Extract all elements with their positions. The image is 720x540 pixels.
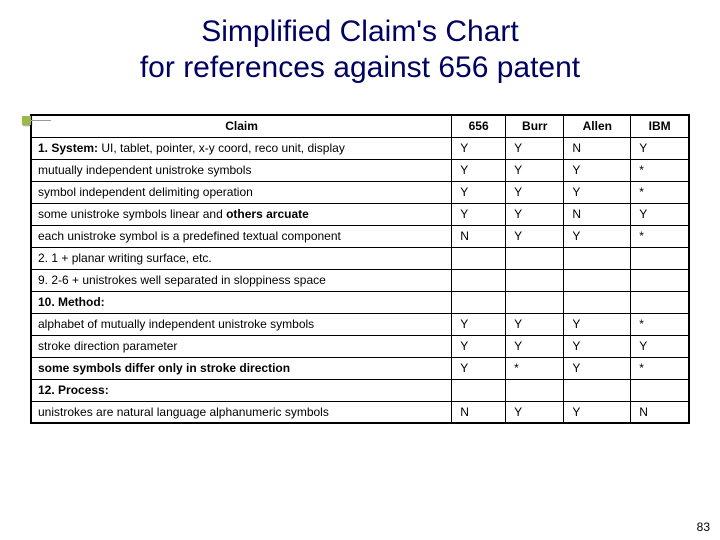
table-row: 12. Process: — [31, 379, 689, 401]
value-cell: Y — [506, 159, 564, 181]
value-cell: Y — [564, 313, 631, 335]
value-cell: Y — [506, 203, 564, 225]
value-cell: * — [506, 357, 564, 379]
claim-cell: each unistroke symbol is a predefined te… — [31, 225, 452, 247]
table-row: 1. System: UI, tablet, pointer, x-y coor… — [31, 137, 689, 159]
value-cell: Y — [631, 137, 689, 159]
claim-cell: unistrokes are natural language alphanum… — [31, 401, 452, 423]
col-claim: Claim — [31, 115, 452, 137]
value-cell: Y — [564, 401, 631, 423]
value-cell — [564, 247, 631, 269]
value-cell: Y — [564, 159, 631, 181]
value-cell — [631, 269, 689, 291]
claim-cell: 12. Process: — [31, 379, 452, 401]
value-cell: N — [564, 203, 631, 225]
value-cell — [452, 291, 506, 313]
value-cell — [564, 291, 631, 313]
value-cell: Y — [452, 357, 506, 379]
claim-cell: symbol independent delimiting operation — [31, 181, 452, 203]
value-cell: Y — [506, 137, 564, 159]
value-cell: N — [452, 401, 506, 423]
value-cell: Y — [452, 203, 506, 225]
value-cell — [452, 269, 506, 291]
value-cell: Y — [506, 313, 564, 335]
value-cell: Y — [506, 335, 564, 357]
table-row: some symbols differ only in stroke direc… — [31, 357, 689, 379]
title-line-1: Simplified Claim's Chart — [201, 15, 518, 48]
table-header-row: Claim 656 Burr Allen IBM — [31, 115, 689, 137]
value-cell — [564, 269, 631, 291]
claim-cell: 10. Method: — [31, 291, 452, 313]
col-ibm: IBM — [631, 115, 689, 137]
table-row: each unistroke symbol is a predefined te… — [31, 225, 689, 247]
value-cell: Y — [452, 159, 506, 181]
value-cell: Y — [452, 335, 506, 357]
value-cell: Y — [452, 181, 506, 203]
value-cell: Y — [631, 335, 689, 357]
value-cell — [631, 379, 689, 401]
value-cell — [506, 291, 564, 313]
title-line-2: for references against 656 patent — [140, 51, 580, 84]
claim-cell: 9. 2-6 + unistrokes well separated in sl… — [31, 269, 452, 291]
value-cell: * — [631, 357, 689, 379]
col-allen: Allen — [564, 115, 631, 137]
table-row: symbol independent delimiting operationY… — [31, 181, 689, 203]
table-body: 1. System: UI, tablet, pointer, x-y coor… — [31, 137, 689, 423]
value-cell: Y — [631, 203, 689, 225]
value-cell — [631, 247, 689, 269]
table-row: 9. 2-6 + unistrokes well separated in sl… — [31, 269, 689, 291]
claim-cell: 2. 1 + planar writing surface, etc. — [31, 247, 452, 269]
slide-title: Simplified Claim's Chart for references … — [0, 0, 720, 96]
value-cell: Y — [506, 225, 564, 247]
page-number: 83 — [697, 520, 710, 534]
value-cell: Y — [452, 313, 506, 335]
value-cell: * — [631, 313, 689, 335]
col-656: 656 — [452, 115, 506, 137]
value-cell — [564, 379, 631, 401]
table-row: 10. Method: — [31, 291, 689, 313]
value-cell: Y — [452, 137, 506, 159]
value-cell — [506, 247, 564, 269]
table-row: unistrokes are natural language alphanum… — [31, 401, 689, 423]
value-cell: Y — [564, 357, 631, 379]
claims-table: Claim 656 Burr Allen IBM 1. System: UI, … — [30, 114, 690, 424]
value-cell: * — [631, 225, 689, 247]
table-row: stroke direction parameterYYYY — [31, 335, 689, 357]
table-row: 2. 1 + planar writing surface, etc. — [31, 247, 689, 269]
value-cell — [452, 379, 506, 401]
table-row: alphabet of mutually independent unistro… — [31, 313, 689, 335]
value-cell: * — [631, 159, 689, 181]
claim-cell: some unistroke symbols linear and others… — [31, 203, 452, 225]
claim-cell: alphabet of mutually independent unistro… — [31, 313, 452, 335]
value-cell — [452, 247, 506, 269]
table-row: mutually independent unistroke symbolsYY… — [31, 159, 689, 181]
claim-cell: mutually independent unistroke symbols — [31, 159, 452, 181]
value-cell — [506, 269, 564, 291]
value-cell: Y — [564, 225, 631, 247]
value-cell — [631, 291, 689, 313]
value-cell: Y — [564, 181, 631, 203]
claim-cell: 1. System: UI, tablet, pointer, x-y coor… — [31, 137, 452, 159]
col-burr: Burr — [506, 115, 564, 137]
value-cell: N — [452, 225, 506, 247]
value-cell: N — [564, 137, 631, 159]
bullet-decoration-icon — [22, 116, 31, 125]
value-cell: * — [631, 181, 689, 203]
value-cell: N — [631, 401, 689, 423]
value-cell: Y — [506, 181, 564, 203]
table-row: some unistroke symbols linear and others… — [31, 203, 689, 225]
value-cell — [506, 379, 564, 401]
claim-cell: some symbols differ only in stroke direc… — [31, 357, 452, 379]
value-cell: Y — [506, 401, 564, 423]
claim-cell: stroke direction parameter — [31, 335, 452, 357]
value-cell: Y — [564, 335, 631, 357]
